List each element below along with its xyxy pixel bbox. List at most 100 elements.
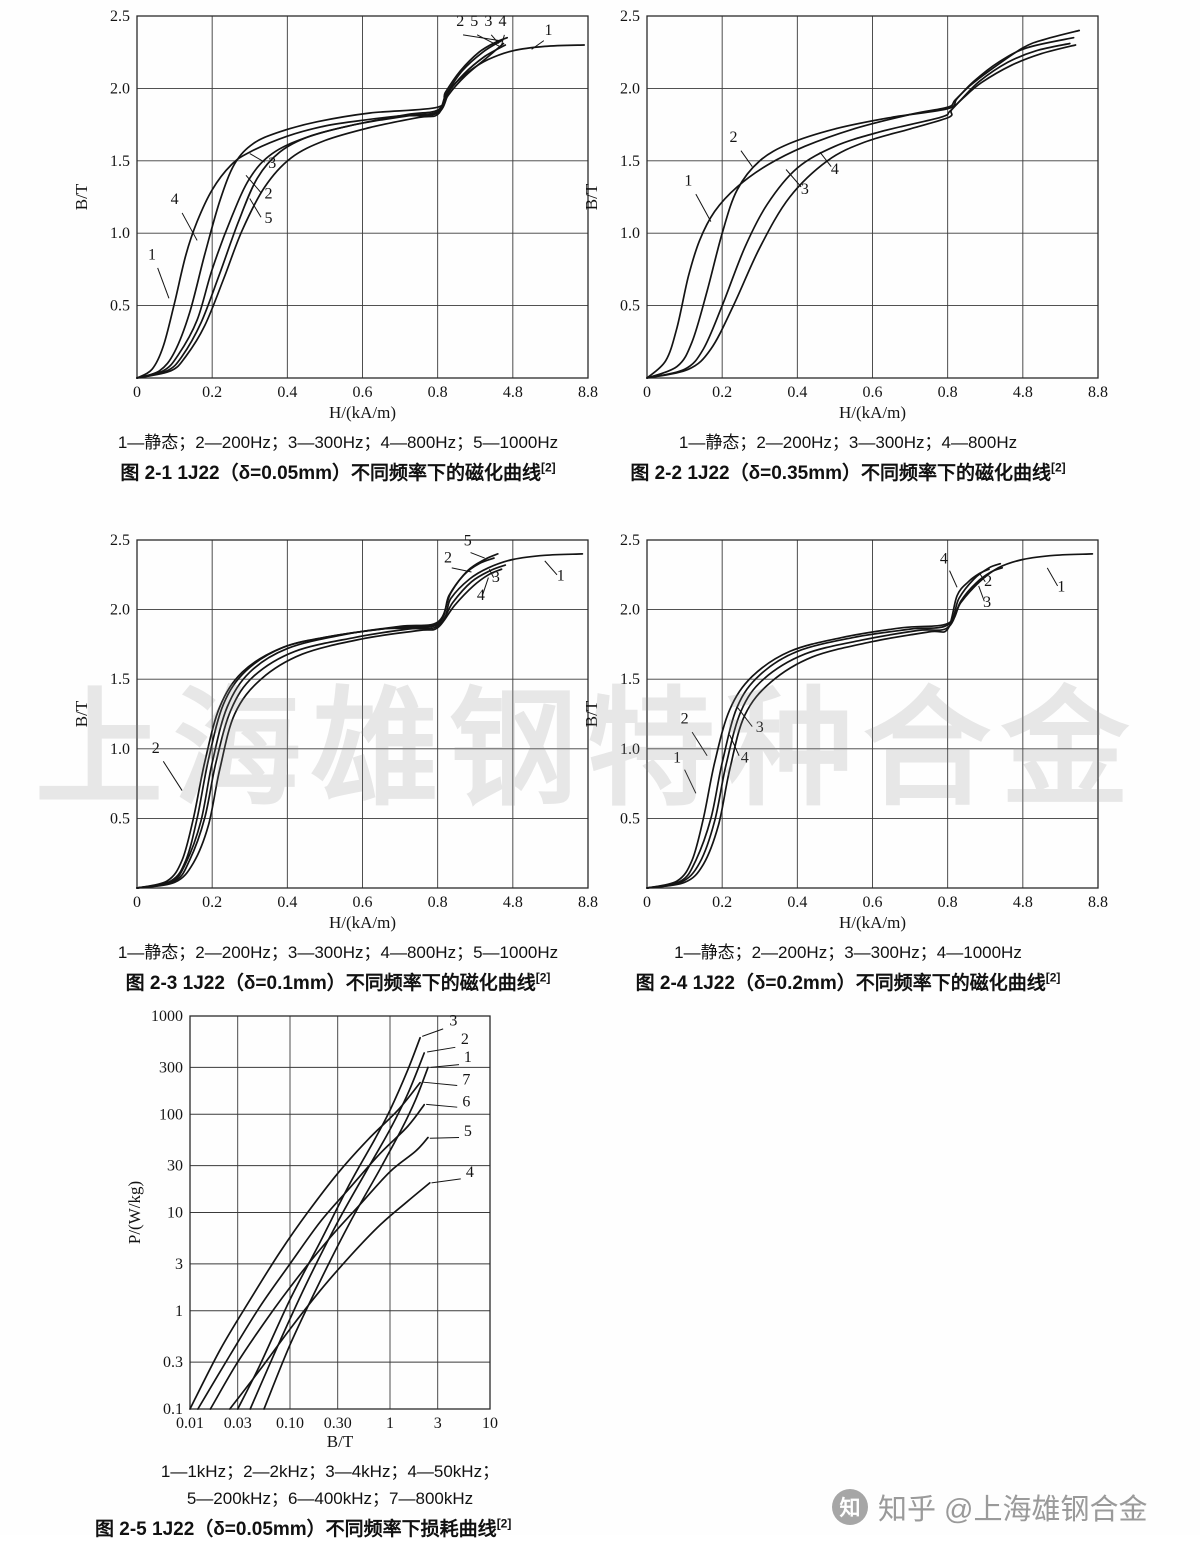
curve-2	[646, 36, 1075, 379]
curve-2	[136, 36, 509, 379]
x-tick-label: 3	[434, 1415, 442, 1432]
annotation-leader	[249, 198, 262, 218]
figure-2-4-caption: 图 2-4 1J22（δ=0.2mm）不同频率下的磁化曲线[2]	[572, 968, 1124, 995]
x-tick-label: 4.8	[503, 384, 523, 401]
curve-number-label: 1	[148, 246, 156, 263]
y-tick-label: 0.1	[163, 1401, 183, 1418]
x-tick-label: 0.01	[176, 1415, 204, 1432]
annotation-leader	[819, 151, 832, 167]
figure-2-4-legend: 1—静态；2—200Hz；3—300Hz；4—1000Hz	[674, 943, 1022, 962]
curve-number-label: 2	[456, 13, 464, 30]
curve-number-label: 3	[268, 155, 276, 172]
zhihu-watermark-text: 知乎 @上海雄钢合金	[878, 1494, 1148, 1526]
x-tick-label: 8.8	[578, 894, 598, 911]
curve-number-label: 3	[983, 594, 991, 611]
y-tick-label: 2.5	[620, 8, 640, 25]
curve-number-label: 1	[464, 1049, 472, 1066]
figure-2-5-legend-line1: 1—1kHz；2—2kHz；3—4kHz；4—50kHz；	[160, 1462, 500, 1481]
annotation-leader	[422, 1028, 444, 1037]
y-tick-label: 1.5	[620, 153, 640, 170]
annotation-leader	[978, 585, 985, 602]
curve-1	[646, 553, 1094, 889]
curve-number-label: 5	[470, 13, 478, 30]
y-tick-label: 10	[167, 1205, 183, 1222]
zhihu-watermark: 知 知乎 @上海雄钢合金	[832, 1486, 1148, 1528]
figure-2-1-caption: 图 2-1 1J22（δ=0.05mm）不同频率下的磁化曲线[2]	[62, 458, 614, 485]
figure-2-5-legend-line2: 5—200kHz；6—400kHz；7—800kHz	[186, 1489, 474, 1508]
curve-number-label: 3	[801, 181, 809, 198]
y-tick-label: 1.0	[620, 741, 640, 758]
annotation-leader	[426, 1103, 458, 1108]
curve-number-label: 2	[265, 185, 273, 202]
figure-2-3-legend: 1—静态；2—200Hz；3—300Hz；4—800Hz；5—1000Hz	[117, 943, 559, 962]
x-tick-label: 0.6	[863, 894, 883, 911]
annotation-leader	[482, 577, 489, 595]
curve-number-label: 1	[545, 22, 553, 39]
x-tick-label: 0.4	[277, 894, 297, 911]
x-tick-label: 4.8	[1013, 894, 1033, 911]
y-tick-label: 1.0	[110, 225, 130, 242]
annotation-leader	[429, 1136, 460, 1139]
curve-number-label: 6	[462, 1093, 470, 1110]
curve-5	[209, 1136, 429, 1410]
annotation-leader	[462, 34, 500, 42]
figure-2-2-caption-ref: [2]	[1051, 460, 1066, 475]
x-axis-label: H/(kA/m)	[329, 913, 396, 932]
plot-frame	[189, 1015, 491, 1410]
plot-frame	[646, 539, 1099, 889]
y-tick-label: 1.5	[110, 153, 130, 170]
figure-2-1: 0 0.2 0.4 0.6 0.8 4.8 8.8 0.5 1.0 1.5 2.0 2.5 2 5 3 4 1 3…	[62, 2, 614, 485]
y-tick-label: 0.5	[110, 298, 130, 315]
annotation-leader	[684, 769, 697, 794]
plot-frame	[136, 539, 589, 889]
x-tick-label: 0.2	[712, 894, 732, 911]
y-tick-label: 1.0	[110, 741, 130, 758]
y-tick-label: 1.5	[620, 671, 640, 688]
annotation-leader	[431, 1178, 461, 1184]
y-tick-label: 2.0	[110, 602, 130, 619]
figure-2-1-caption-ref: [2]	[541, 460, 556, 475]
curve-2	[646, 562, 1002, 889]
curve-4	[646, 568, 990, 889]
figure-2-1-caption-text: 图 2-1 1J22（δ=0.05mm）不同频率下的磁化曲线	[120, 463, 541, 484]
annotation-leader	[157, 267, 170, 299]
figure-2-1-legend: 1—静态；2—200Hz；3—300Hz；4—800Hz；5—1000Hz	[117, 433, 559, 452]
annotation-leader	[488, 569, 495, 578]
curve-number-label: 3	[756, 719, 764, 736]
y-tick-label: 2.0	[110, 80, 130, 97]
curve-3	[236, 1036, 421, 1410]
x-tick-label: 0.4	[787, 384, 807, 401]
x-tick-label: 8.8	[578, 384, 598, 401]
figure-2-2-plot: 0 0.2 0.4 0.6 0.8 4.8 8.8 0.5 1.0 1.5 2.0 2.5 1 2 3 4 H/…	[582, 8, 1108, 422]
figure-2-3-caption-ref: [2]	[535, 970, 551, 985]
curve-2	[136, 557, 495, 889]
annotation-leader	[979, 573, 986, 583]
curve-4	[136, 42, 505, 379]
x-tick-label: 4.8	[1013, 384, 1033, 401]
curve-number-label: 1	[673, 750, 681, 767]
x-tick-label: 1	[386, 1415, 394, 1432]
annotation-leader	[451, 567, 472, 573]
y-tick-label: 2.5	[620, 532, 640, 549]
curve-number-label: 4	[940, 551, 948, 568]
curve-number-label: 4	[171, 191, 179, 208]
annotation-leader	[740, 150, 753, 167]
annotation-leader	[544, 560, 558, 576]
curve-7	[189, 1081, 421, 1410]
curve-1	[646, 29, 1081, 379]
curve-number-label: 4	[831, 161, 839, 178]
y-tick-label: 1000	[151, 1008, 183, 1025]
annotation-leader	[736, 706, 753, 727]
curve-1	[136, 44, 586, 379]
x-tick-label: 0.6	[353, 384, 373, 401]
curve-number-label: 2	[461, 1031, 469, 1048]
plot-frame	[646, 15, 1099, 379]
annotation-leader	[729, 734, 740, 756]
annotation-leader	[949, 570, 958, 588]
x-tick-label: 0.03	[224, 1415, 252, 1432]
figure-2-2-caption-text: 图 2-2 1J22（δ=0.35mm）不同频率下的磁化曲线	[630, 463, 1051, 484]
curve-number-label: 5	[464, 1123, 472, 1140]
figure-2-4-caption-ref: [2]	[1045, 970, 1061, 985]
annotation-leader	[249, 153, 266, 163]
x-tick-label: 8.8	[1088, 384, 1108, 401]
